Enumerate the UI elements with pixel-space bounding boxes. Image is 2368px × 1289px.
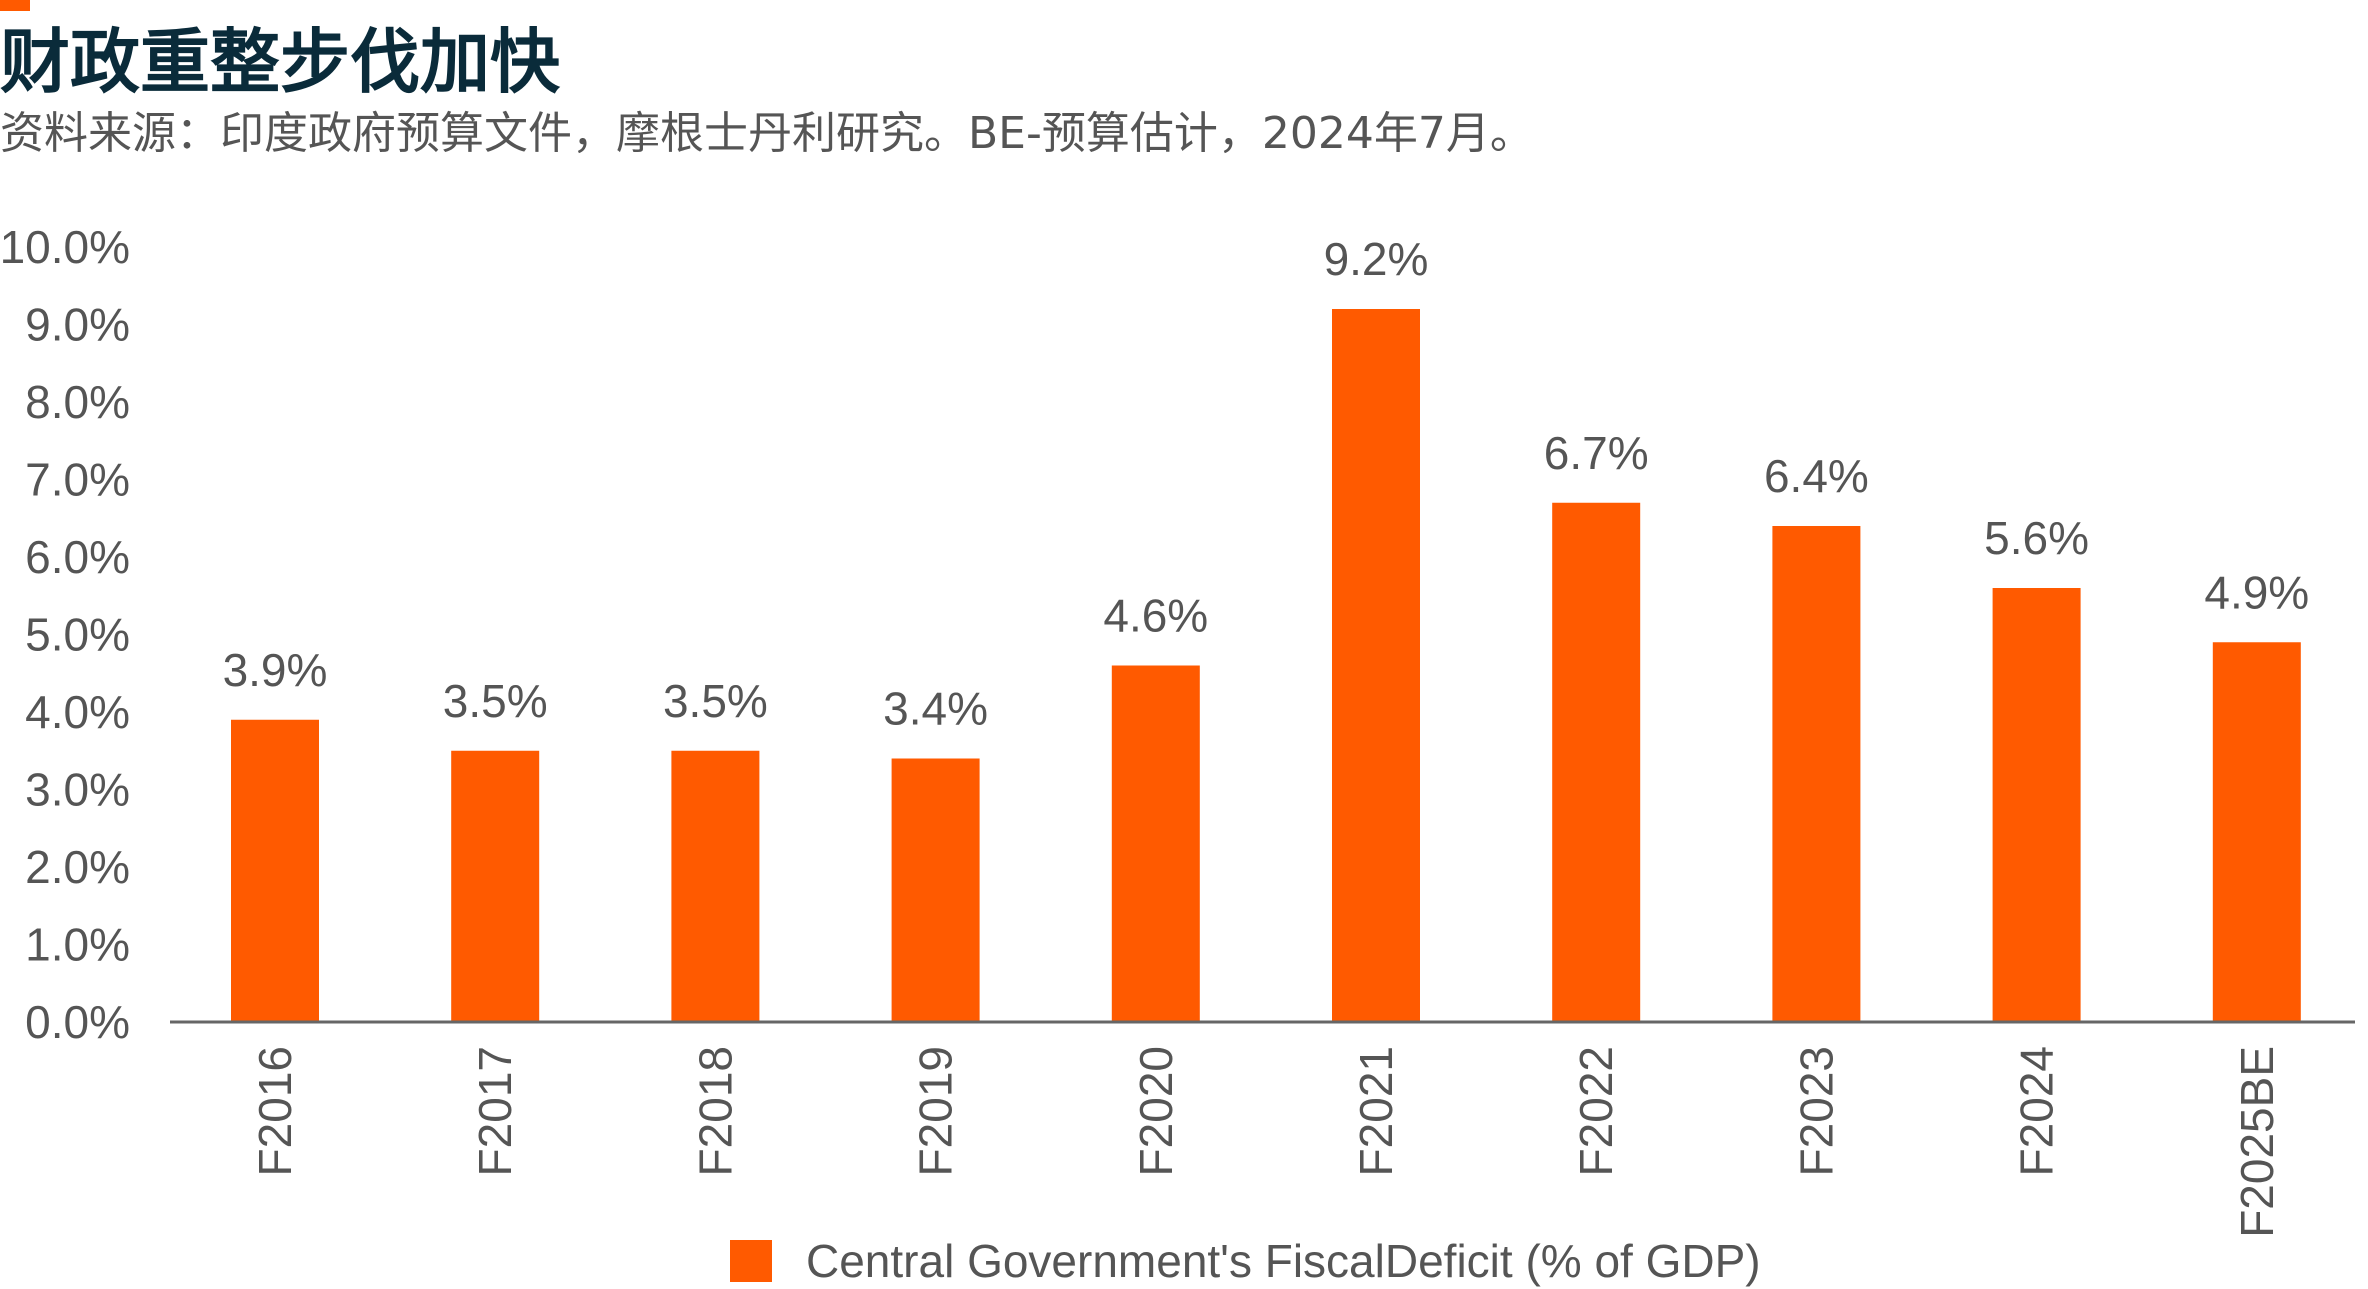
y-tick-label: 2.0% bbox=[25, 841, 130, 893]
bar-data-label: 3.5% bbox=[443, 675, 548, 727]
bar-data-label: 9.2% bbox=[1324, 233, 1429, 285]
x-tick-label: F2021 bbox=[1350, 1046, 1402, 1176]
bar bbox=[1992, 588, 2081, 1022]
bar-data-label: 6.4% bbox=[1764, 450, 1869, 502]
bar bbox=[451, 750, 540, 1022]
x-axis-ticks: F2016 F2017 F2018 F2019 F2020 F2021 F2022 F2023… bbox=[249, 1046, 2283, 1238]
x-tick-label: F2024 bbox=[2011, 1046, 2063, 1176]
bars bbox=[231, 309, 2301, 1022]
legend: Central Government's FiscalDeficit (% of… bbox=[730, 1234, 1761, 1288]
bar-data-label: 3.5% bbox=[663, 675, 768, 727]
y-tick-label: 10.0% bbox=[0, 221, 130, 273]
bar-data-label: 3.4% bbox=[883, 683, 988, 735]
x-tick-label: F2017 bbox=[469, 1046, 521, 1176]
bar bbox=[1772, 526, 1861, 1022]
bar bbox=[1111, 665, 1200, 1022]
x-tick-label: F2025BE bbox=[2231, 1046, 2283, 1238]
bar bbox=[891, 758, 980, 1022]
bar-data-label: 4.9% bbox=[2204, 566, 2309, 618]
chart-title: 财政重整步伐加快 bbox=[0, 21, 560, 103]
bar bbox=[231, 719, 319, 1022]
legend-swatch bbox=[730, 1240, 772, 1282]
bar-data-label: 4.6% bbox=[1103, 590, 1208, 642]
chart-subtitle: 资料来源：印度政府预算文件，摩根士丹利研究。BE-预算估计，2024年7月。 bbox=[0, 108, 1534, 159]
x-tick-label: F2019 bbox=[910, 1046, 962, 1176]
legend-label: Central Government's FiscalDeficit (% of… bbox=[806, 1235, 1761, 1287]
y-tick-label: 9.0% bbox=[25, 299, 130, 351]
x-tick-label: F2022 bbox=[1570, 1046, 1622, 1176]
y-tick-label: 3.0% bbox=[25, 764, 130, 816]
y-tick-label: 6.0% bbox=[25, 531, 130, 583]
y-tick-label: 4.0% bbox=[25, 686, 130, 738]
bar bbox=[671, 750, 760, 1022]
bar-data-label: 5.6% bbox=[1984, 512, 2089, 564]
x-tick-label: F2023 bbox=[1790, 1046, 1842, 1176]
y-tick-label: 8.0% bbox=[25, 376, 130, 428]
bar-data-labels: 3.9% 3.5% 3.5% 3.4% 4.6% 9.2% 6.7% 6.4% 5.6% 4.9% bbox=[223, 233, 2310, 735]
y-tick-label: 0.0% bbox=[25, 996, 130, 1048]
x-tick-label: F2016 bbox=[249, 1046, 301, 1176]
bar bbox=[1332, 309, 1420, 1022]
x-tick-label: F2020 bbox=[1130, 1046, 1182, 1176]
bar-data-label: 6.7% bbox=[1544, 427, 1649, 479]
y-axis-ticks: 0.0% 1.0% 2.0% 3.0% 4.0% 5.0% 6.0% 7.0% 8.0% 9.0%… bbox=[0, 221, 130, 1048]
accent-mark bbox=[0, 0, 30, 11]
x-tick-label: F2018 bbox=[689, 1046, 741, 1176]
bar-data-label: 3.9% bbox=[223, 644, 328, 696]
y-tick-label: 1.0% bbox=[25, 919, 130, 971]
y-tick-label: 7.0% bbox=[25, 454, 130, 506]
y-tick-label: 5.0% bbox=[25, 609, 130, 661]
bar bbox=[1552, 502, 1641, 1022]
bar bbox=[2212, 642, 2301, 1022]
